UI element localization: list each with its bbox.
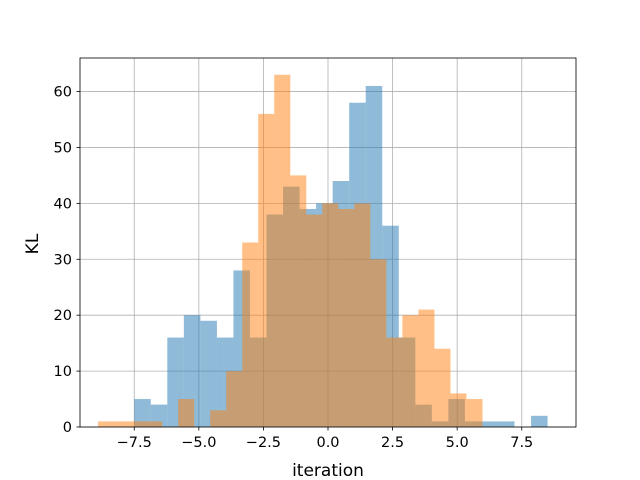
histogram-bar-series-2 [130,421,147,427]
histogram-bar-series-1 [481,421,498,427]
histogram-bar-series-2 [258,113,275,427]
histogram-bar-series-1 [497,421,515,427]
y-tick-label: 60 [54,85,72,101]
x-tick-label: 7.5 [510,435,533,451]
y-tick-label: 0 [63,420,72,436]
x-tick-label: 5.0 [446,435,469,451]
plot-area: −7.5 −5.0 −2.5 0.0 2.5 5.0 7.5 0 10 20 30 40 50 60 [54,57,577,451]
histogram-bar-series-2 [354,203,371,427]
histogram-bar-series-2 [450,393,467,427]
histogram-bar-series-2 [386,337,403,427]
x-tick-label: −2.5 [246,435,281,451]
histogram-bar-series-2 [370,259,387,427]
y-tick-label: 30 [54,252,72,268]
histogram-bar-series-2 [242,242,259,427]
y-axis-label: KL [23,233,43,254]
histogram-bar-series-1 [531,415,548,427]
histogram-bar-series-2 [114,421,131,427]
histogram-bar-series-2 [418,309,435,427]
x-tick-label: 0.0 [316,435,339,451]
x-tick-label: −5.0 [181,435,216,451]
x-tick-label: −7.5 [117,435,152,451]
y-tick-label: 40 [54,196,72,212]
histogram-bar-series-2 [290,175,307,427]
histogram-bar-series-2 [466,399,483,427]
histogram-bar-series-2 [402,315,419,427]
histogram-bar-series-2 [178,399,195,427]
histogram-bar-series-2 [434,348,451,427]
y-tick-label: 50 [54,140,72,156]
histogram-bar-series-2 [98,421,115,427]
histogram-bar-series-2 [210,410,227,427]
y-tick-label: 10 [54,364,72,380]
x-axis-label: iteration [292,461,364,480]
histogram-bar-series-2 [226,371,243,427]
x-tick-label: 2.5 [381,435,404,451]
histogram-bar-series-2 [306,214,323,427]
histogram-bar-series-2 [338,208,355,427]
histogram-bar-series-2 [146,421,163,427]
histogram-bar-series-1 [200,320,217,427]
histogram-bar-series-2 [322,203,339,427]
y-tick-label: 20 [54,308,72,324]
histogram-bar-series-2 [274,74,291,427]
histogram-bar-series-1 [134,399,151,427]
